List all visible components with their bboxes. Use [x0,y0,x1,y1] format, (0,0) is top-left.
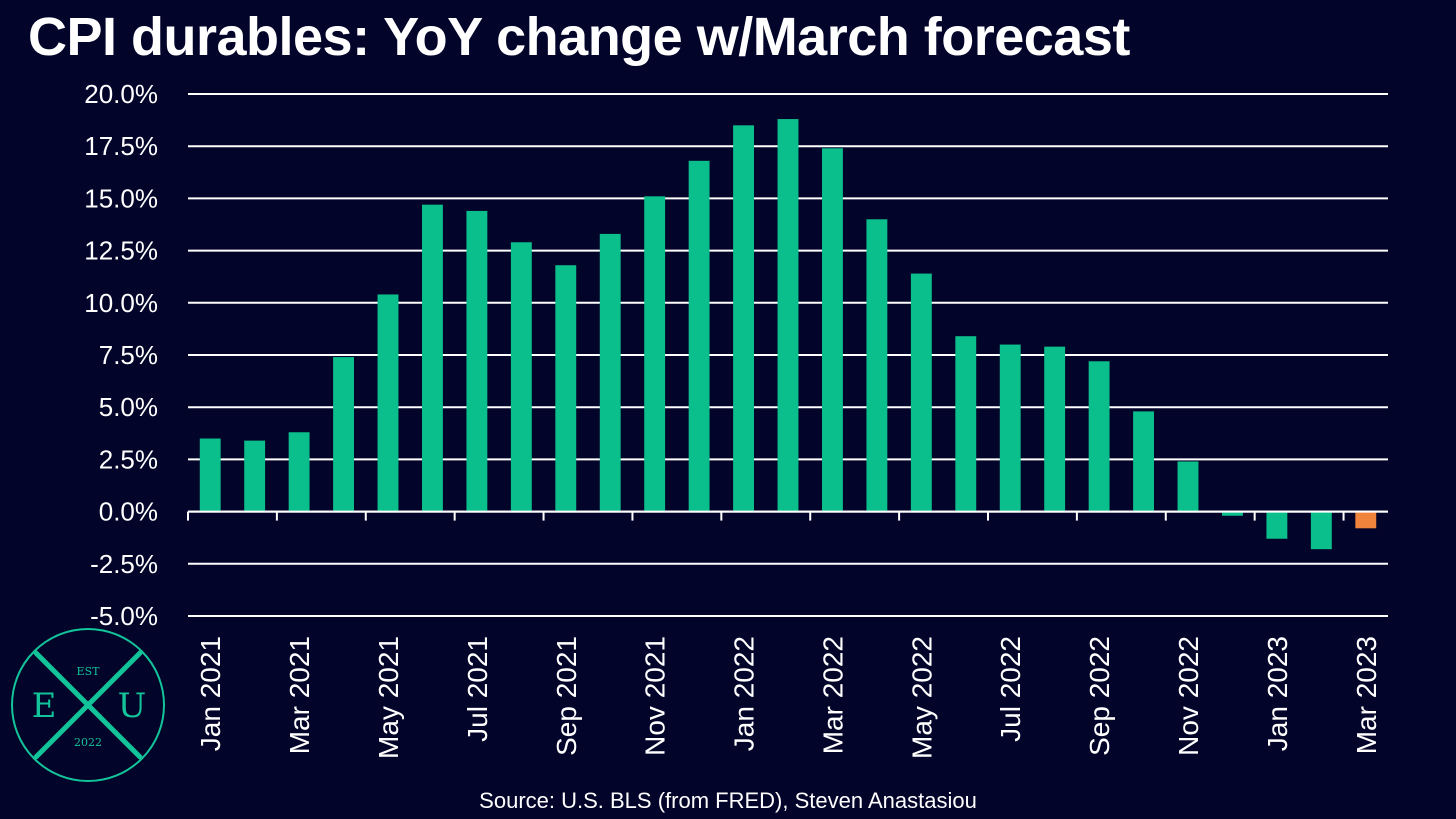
bar-aug-2022 [1044,346,1066,512]
x-tick-label: Sep 2021 [551,636,582,756]
bar-jan-2021 [199,438,221,512]
bar-aug-2021 [510,242,532,512]
x-tick-label: Jan 2021 [195,636,226,751]
bar-jan-2023 [1266,511,1288,539]
bar-sep-2021 [555,265,577,512]
x-tick-label: May 2021 [373,636,404,759]
x-tick-label: Mar 2023 [1351,636,1382,754]
bars [199,119,1377,550]
x-tick-label: May 2022 [906,636,937,759]
y-tick-label: 12.5% [84,236,158,266]
bar-jun-2022 [955,336,977,512]
bar-apr-2021 [333,357,354,512]
bar-jul-2021 [466,210,488,512]
x-tick-label: Jul 2022 [995,636,1026,742]
y-tick-label: 5.0% [99,392,158,422]
bar-oct-2021 [599,233,621,512]
x-tick-label: Nov 2022 [1173,636,1204,756]
y-tick-label: -2.5% [90,549,158,579]
y-tick-label: -5.0% [90,601,158,631]
logo-letter-e: E [32,686,57,726]
y-tick-label: 10.0% [84,288,158,318]
bar-may-2022 [910,273,932,512]
x-tick-label: Sep 2022 [1084,636,1115,756]
bar-jun-2021 [422,204,443,512]
x-tick-label: Jan 2023 [1262,636,1293,751]
y-tick-label: 2.5% [99,444,158,474]
bar-nov-2021 [644,196,666,512]
y-tick-label: 0.0% [99,497,158,527]
x-tick-label: Jan 2022 [729,636,760,751]
bar-nov-2022 [1177,461,1199,512]
bar-oct-2022 [1133,411,1154,512]
chart-title: CPI durables: YoY change w/March forecas… [28,7,1130,67]
bar-feb-2021 [244,440,266,512]
bar-jan-2022 [733,125,754,512]
logo-letter-u: U [118,686,147,726]
exu-logo: EST E X U 2022 [11,628,165,782]
bar-dec-2021 [688,160,710,512]
logo-ring [11,628,165,782]
logo-est-text: EST [77,665,101,678]
x-axis [187,510,1388,521]
bar-sep-2022 [1088,361,1110,512]
logo-year-text: 2022 [74,736,102,749]
y-tick-label: 7.5% [99,340,158,370]
x-tick-label: Nov 2021 [640,636,671,756]
source-note: Source: U.S. BLS (from FRED), Steven Ana… [479,788,977,813]
x-tick-label: Mar 2022 [817,636,848,754]
y-tick-label: 20.0% [84,79,158,109]
bar-mar-2021 [288,432,310,512]
x-tick-label: Jul 2021 [462,636,493,742]
bar-may-2021 [377,294,399,512]
bar-apr-2022 [866,219,888,512]
y-axis-tick-labels: 20.0% 17.5% 15.0% 12.5% 10.0% 7.5% 5.0% 2.5% 0.0… [84,79,158,631]
bar-mar-2023 [1355,511,1377,529]
x-axis-tick-labels: Jan 2021 Mar 2021 May 2021 Jul 2021 Sep 2021… [195,636,1382,759]
bar-mar-2022 [822,148,843,512]
bar-feb-2023 [1310,511,1332,550]
bar-feb-2022 [777,119,799,512]
x-tick-label: Mar 2021 [284,636,315,754]
y-tick-label: 15.0% [84,183,158,213]
bar-jul-2022 [999,344,1021,512]
y-tick-label: 17.5% [84,131,158,161]
logo-x-stroke-2 [33,650,143,760]
bar-dec-2022 [1222,511,1243,516]
